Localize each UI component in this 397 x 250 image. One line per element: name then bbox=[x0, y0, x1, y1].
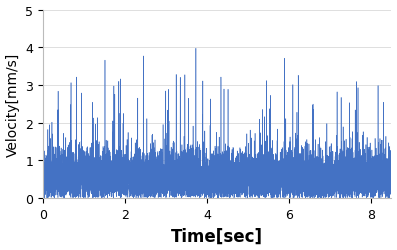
Y-axis label: Velocity[mm/s]: Velocity[mm/s] bbox=[6, 52, 19, 156]
X-axis label: Time[sec]: Time[sec] bbox=[171, 226, 263, 244]
